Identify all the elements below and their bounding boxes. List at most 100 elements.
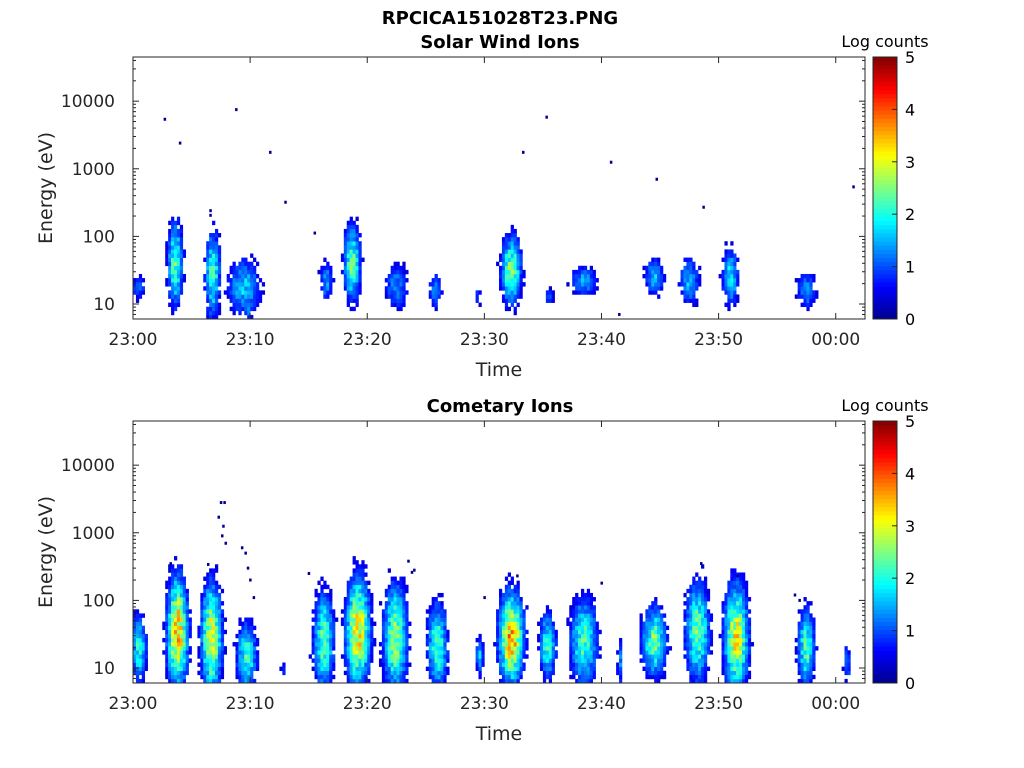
spectrogram-cell	[206, 617, 210, 622]
spectrogram-cell	[209, 601, 213, 606]
spectrogram-cell	[724, 642, 728, 647]
spectrogram-cell	[171, 298, 175, 303]
spectrogram-cell	[346, 584, 350, 590]
y-tick-label: 10000	[61, 92, 115, 112]
spectrogram-cell	[583, 609, 588, 614]
spectrogram-cell	[686, 257, 690, 262]
spectrogram-cell	[806, 609, 810, 614]
spectrogram-cell	[200, 592, 204, 598]
spectrogram-cell	[138, 637, 143, 643]
spectrogram-cell	[660, 613, 664, 618]
spectrogram-cell	[176, 613, 181, 618]
spectrogram-cell	[200, 646, 204, 651]
spectrogram-cell	[179, 564, 184, 569]
spectrogram-cell	[355, 584, 359, 590]
spectrogram-cell	[844, 650, 848, 655]
spectrogram-cell	[727, 261, 731, 267]
spectrogram-cell	[364, 662, 368, 667]
spectrogram-cell	[709, 642, 714, 647]
sparse-detection	[246, 566, 250, 570]
spectrogram-cell	[135, 298, 140, 303]
spectrogram-cell	[695, 298, 699, 303]
spectrogram-cell	[572, 633, 576, 639]
spectrogram-cell	[349, 278, 353, 283]
sparse-detection	[224, 541, 228, 545]
spectrogram-cell	[244, 265, 248, 271]
spectrogram-cell	[809, 629, 813, 635]
spectrogram-cell	[522, 642, 526, 647]
spectrogram-cell	[352, 613, 356, 618]
spectrogram-cell	[244, 674, 248, 680]
spectrogram-cell	[352, 597, 356, 602]
spectrogram-cell	[165, 650, 169, 655]
spectrogram-cell	[575, 621, 579, 626]
spectrogram-cell	[214, 613, 219, 618]
spectrogram-cell	[179, 642, 184, 647]
spectrogram-cell	[253, 650, 257, 655]
spectrogram-cell	[173, 576, 178, 581]
spectrogram-cell	[367, 605, 371, 610]
spectrogram-cell	[507, 233, 512, 238]
spectrogram-cell	[580, 625, 585, 631]
spectrogram-cell	[235, 278, 239, 283]
spectrogram-cell	[507, 629, 512, 635]
spectrogram-cell	[168, 662, 172, 667]
spectrogram-cell	[803, 302, 807, 308]
spectrogram-cell	[220, 633, 225, 639]
spectrogram-cell	[255, 650, 260, 655]
spectrogram-cell	[744, 642, 749, 647]
spectrogram-cell	[701, 629, 705, 635]
spectrogram-cell	[809, 678, 813, 684]
spectrogram-cell	[501, 592, 506, 598]
colorbar-step	[873, 502, 897, 508]
spectrogram-cell	[176, 290, 181, 295]
spectrogram-cell	[329, 617, 333, 622]
spectrogram-cell	[367, 662, 371, 667]
spectrogram-cell	[583, 286, 588, 291]
spectrogram-cell	[214, 265, 219, 271]
spectrogram-cell	[809, 642, 813, 647]
spectrogram-cell	[651, 674, 655, 680]
spectrogram-cell	[797, 629, 801, 635]
spectrogram-cell	[683, 642, 687, 647]
x-tick-label: 23:40	[577, 330, 626, 350]
colorbar-step	[873, 310, 897, 316]
spectrogram-cell	[349, 580, 353, 586]
spectrogram-cell	[727, 609, 731, 614]
spectrogram-cell	[358, 662, 362, 667]
sparse-detection	[222, 524, 225, 528]
spectrogram-cell	[390, 302, 394, 308]
spectrogram-cell	[595, 625, 599, 631]
spectrogram-cell	[390, 278, 394, 283]
spectrogram-cell	[724, 609, 728, 614]
spectrogram-cell	[513, 269, 517, 275]
spectrogram-cell	[654, 658, 658, 663]
spectrogram-cell	[446, 658, 450, 663]
spectrogram-cell	[572, 605, 576, 610]
spectrogram-cell	[703, 605, 708, 610]
spectrogram-cell	[332, 654, 336, 659]
spectrogram-cell	[138, 286, 143, 291]
spectrogram-cell	[513, 633, 517, 639]
spectrogram-cell	[572, 597, 576, 602]
spectrogram-cell	[513, 245, 517, 250]
spectrogram-cell	[390, 580, 394, 586]
spectrogram-cell	[683, 613, 687, 618]
spectrogram-cell	[812, 658, 816, 663]
spectrogram-cell	[179, 654, 184, 659]
spectrogram-cell	[800, 278, 804, 283]
spectrogram-cell	[592, 633, 596, 639]
spectrogram-cell	[358, 588, 362, 594]
spectrogram-cell	[144, 658, 148, 663]
spectrogram-cell	[220, 609, 225, 614]
spectrogram-cell	[437, 670, 441, 676]
sparse-detection	[244, 551, 247, 555]
spectrogram-cell	[314, 601, 318, 606]
spectrogram-cell	[173, 249, 178, 254]
spectrogram-cell	[437, 654, 441, 659]
spectrogram-cell	[203, 609, 207, 614]
spectrogram-cell	[179, 233, 184, 238]
spectrogram-cell	[144, 666, 148, 672]
spectrogram-cell	[657, 269, 661, 275]
spectrogram-cell	[721, 609, 725, 614]
